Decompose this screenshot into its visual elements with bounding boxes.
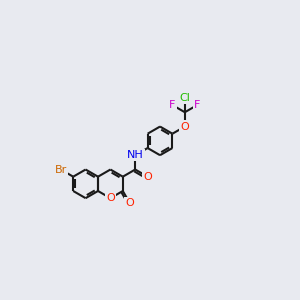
Text: Cl: Cl [179, 93, 190, 103]
Text: O: O [126, 198, 134, 208]
Text: NH: NH [127, 150, 144, 160]
Text: O: O [106, 193, 115, 203]
Text: F: F [169, 100, 176, 110]
Text: Br: Br [55, 164, 67, 175]
Text: O: O [143, 172, 152, 182]
Text: O: O [181, 122, 189, 132]
Text: F: F [194, 100, 200, 110]
